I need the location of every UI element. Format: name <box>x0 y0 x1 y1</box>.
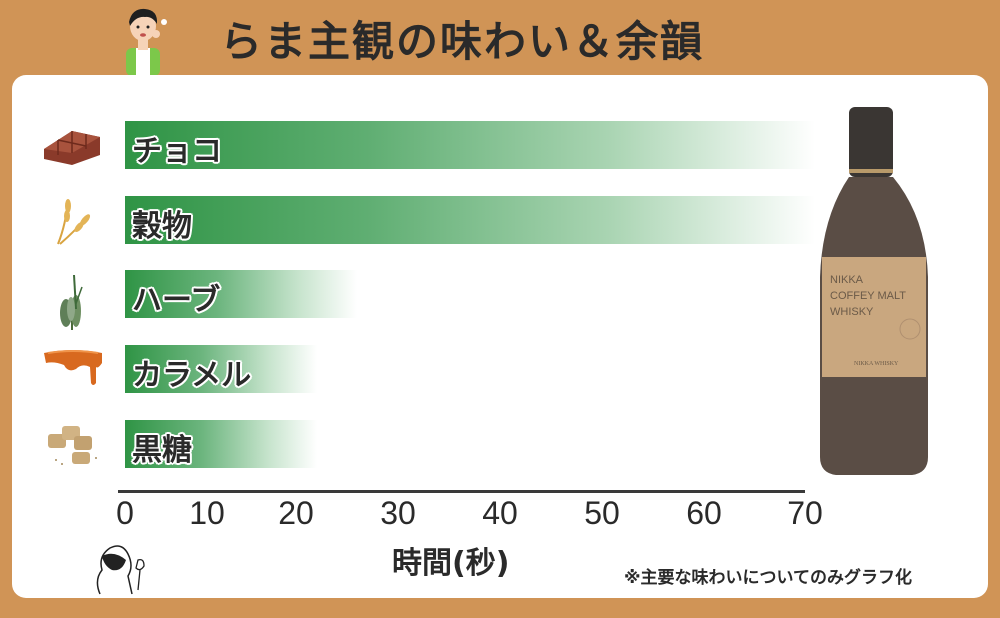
x-tick: 50 <box>584 495 620 531</box>
bar-label: ハーブ <box>132 283 221 318</box>
chart-panel: チョコ 穀物 ハーブ カラメル <box>12 75 988 598</box>
bar-row-brown-sugar: 黒糖 <box>12 420 812 468</box>
svg-text:NIKKA WHISKY: NIKKA WHISKY <box>854 361 899 367</box>
chocolate-icon <box>44 131 100 165</box>
bar-row-chocolate: チョコ <box>12 121 815 169</box>
bar-row-herb: ハーブ <box>12 270 812 330</box>
bar-chocolate <box>125 121 815 169</box>
bar-label: 穀物 <box>132 209 192 244</box>
caramel-icon <box>44 350 102 385</box>
brown-sugar-icon <box>48 426 97 465</box>
svg-text:NIKKA: NIKKA <box>830 274 864 286</box>
x-tick: 40 <box>482 495 518 531</box>
bar-label: チョコ <box>132 134 222 169</box>
bar-herb <box>125 270 357 318</box>
x-tick: 70 <box>787 495 823 531</box>
wheat-icon <box>57 199 91 245</box>
svg-text:COFFEY MALT: COFFEY MALT <box>830 290 906 302</box>
drinker-illustration-icon <box>96 545 145 595</box>
bar-row-caramel: カラメル <box>12 345 812 393</box>
bar-grain <box>125 196 815 244</box>
svg-text:WHISKY: WHISKY <box>830 306 874 318</box>
x-tick: 0 <box>116 495 134 531</box>
x-axis <box>118 490 805 493</box>
bar-label: 黒糖 <box>132 433 192 468</box>
bar-label: カラメル <box>132 358 252 393</box>
x-axis-label: 時間(秒) <box>392 546 510 581</box>
whisky-bottle-image: NIKKA COFFEY MALT WHISKY NIKKA WHISKY <box>820 107 928 475</box>
footnote: ※主要な味わいについてのみグラフ化 <box>624 568 913 588</box>
bar-caramel <box>125 345 317 393</box>
bar-brown-sugar <box>125 420 317 468</box>
avatar-illustration-icon <box>126 8 167 76</box>
page-title: らま主観の味わい＆余韻 <box>220 17 705 66</box>
herb-icon <box>60 274 83 330</box>
header: らま主観の味わい＆余韻 <box>0 0 1000 76</box>
x-tick: 30 <box>380 495 416 531</box>
x-tick: 20 <box>278 495 314 531</box>
x-tick: 60 <box>686 495 722 531</box>
bar-row-grain: 穀物 <box>12 196 815 245</box>
x-tick: 10 <box>189 495 225 531</box>
